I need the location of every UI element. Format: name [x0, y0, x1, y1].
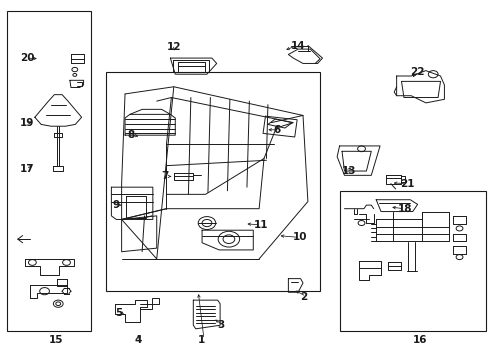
Text: 19: 19 — [20, 118, 35, 128]
Text: 15: 15 — [48, 334, 63, 345]
Text: 3: 3 — [217, 320, 224, 330]
Text: 11: 11 — [254, 220, 268, 230]
Text: 21: 21 — [400, 179, 414, 189]
Text: 8: 8 — [127, 130, 135, 140]
Text: 1: 1 — [198, 334, 205, 345]
Text: 6: 6 — [273, 125, 281, 135]
Text: 9: 9 — [113, 200, 120, 210]
Text: 5: 5 — [115, 308, 122, 318]
Text: 12: 12 — [166, 42, 181, 52]
Text: 13: 13 — [341, 166, 356, 176]
Text: 2: 2 — [300, 292, 307, 302]
Text: 17: 17 — [20, 164, 35, 174]
Bar — [105, 72, 320, 291]
Text: 20: 20 — [20, 53, 35, 63]
Text: 18: 18 — [397, 204, 412, 214]
Text: 14: 14 — [290, 41, 305, 50]
Bar — [6, 12, 91, 330]
Text: 7: 7 — [161, 171, 169, 181]
Text: 4: 4 — [135, 334, 142, 345]
Bar — [339, 191, 485, 330]
Text: 10: 10 — [293, 232, 307, 242]
Text: 16: 16 — [412, 334, 427, 345]
Text: 22: 22 — [409, 67, 424, 77]
